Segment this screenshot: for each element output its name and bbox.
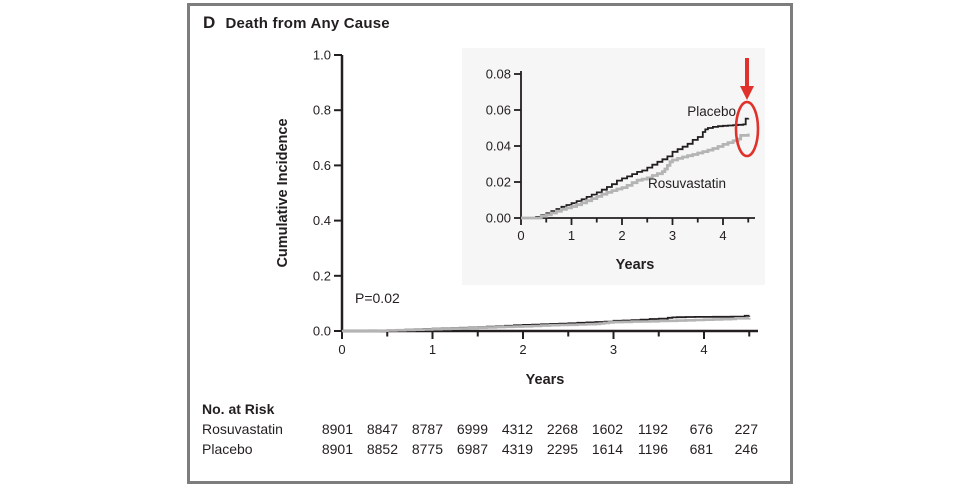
placebo-curve-main [342, 314, 751, 332]
risk-count: 8901 [321, 441, 353, 457]
inset-panel-background [462, 48, 765, 285]
risk-count: 6999 [456, 421, 488, 437]
risk-count: 2295 [546, 441, 578, 457]
main-y-axis-label: Cumulative Incidence [275, 118, 291, 267]
risk-row-label: Placebo [202, 441, 253, 457]
inset-y-tick-label: 0.08 [486, 67, 511, 82]
risk-count: 8775 [411, 441, 443, 457]
inset-y-tick-label: 0.00 [486, 211, 511, 226]
risk-count: 246 [734, 441, 758, 457]
inset-y-tick-label: 0.06 [486, 103, 511, 118]
risk-row-rosuvastatin: Rosuvastatin 8901 8847 8787 6999 4312 2268 1602… [202, 419, 758, 439]
risk-count: 1602 [591, 421, 623, 437]
inset-y-tick-label: 0.02 [486, 175, 511, 190]
no-at-risk-title: No. at Risk [202, 401, 275, 417]
risk-row-placebo: Placebo 8901 8852 8775 6987 4319 2295 1614 1196 6… [202, 439, 758, 459]
main-y-tick-label: 0.4 [313, 213, 331, 228]
figure-title: D Death from Any Cause [203, 13, 390, 33]
red-ellipse-annotation [734, 100, 760, 158]
inset-x-tick-label: 0 [517, 228, 524, 243]
red-down-arrow-icon [740, 86, 754, 100]
inset-x-tick-label: 3 [669, 228, 676, 243]
inset-x-tick-label: 4 [719, 228, 726, 243]
main-y-tick-label: 0.2 [313, 268, 331, 283]
risk-row-label: Rosuvastatin [202, 421, 283, 437]
risk-count: 8847 [366, 421, 398, 437]
risk-count: 8901 [321, 421, 353, 437]
main-x-tick-label: 3 [610, 342, 617, 357]
survival-chart-canvas: 0.0 0.2 0.4 0.6 0.8 1.0 Cumulative Incidence 0 1… [275, 48, 765, 388]
risk-count: 8787 [411, 421, 443, 437]
rosuvastatin-curve-inset [521, 133, 750, 220]
placebo-series-label: Placebo [687, 104, 736, 119]
main-y-tick-label: 1.0 [313, 48, 331, 63]
inset-y-tick-label: 0.04 [486, 139, 511, 154]
figure-panel-d: D Death from Any Cause 0.0 0.2 0.4 0.6 0.8 1.0… [187, 3, 793, 484]
panel-letter: D [203, 13, 216, 32]
main-x-tick-label: 4 [700, 342, 707, 357]
main-y-tick-label: 0.6 [313, 158, 331, 173]
rosuvastatin-series-label: Rosuvastatin [648, 176, 726, 191]
risk-count: 4319 [501, 441, 533, 457]
main-y-tick-label: 0.8 [313, 103, 331, 118]
risk-count: 1196 [637, 441, 668, 457]
risk-count: 1614 [591, 441, 623, 457]
figure-title-text: Death from Any Cause [225, 15, 390, 32]
risk-count: 4312 [501, 421, 533, 437]
risk-count: 676 [689, 421, 713, 437]
risk-count: 681 [689, 441, 713, 457]
inset-x-tick-label: 2 [618, 228, 625, 243]
risk-count: 6987 [456, 441, 488, 457]
risk-count: 2268 [546, 421, 578, 437]
placebo-curve-inset [521, 117, 750, 219]
inset-x-axis-label: Years [616, 257, 655, 273]
rosuvastatin-curve-main [342, 317, 751, 333]
risk-count: 1192 [637, 421, 668, 437]
p-value-label: P=0.02 [355, 290, 400, 306]
risk-count: 8852 [366, 441, 398, 457]
inset-x-tick-label: 1 [568, 228, 575, 243]
main-x-tick-label: 1 [429, 342, 436, 357]
main-y-tick-label: 0.0 [313, 324, 331, 339]
no-at-risk-table: No. at Risk Rosuvastatin 8901 8847 8787 6999… [202, 399, 758, 459]
main-x-axis-label: Years [526, 372, 565, 388]
main-x-tick-label: 2 [519, 342, 526, 357]
main-x-tick-label: 0 [338, 342, 345, 357]
risk-count: 227 [734, 421, 758, 437]
